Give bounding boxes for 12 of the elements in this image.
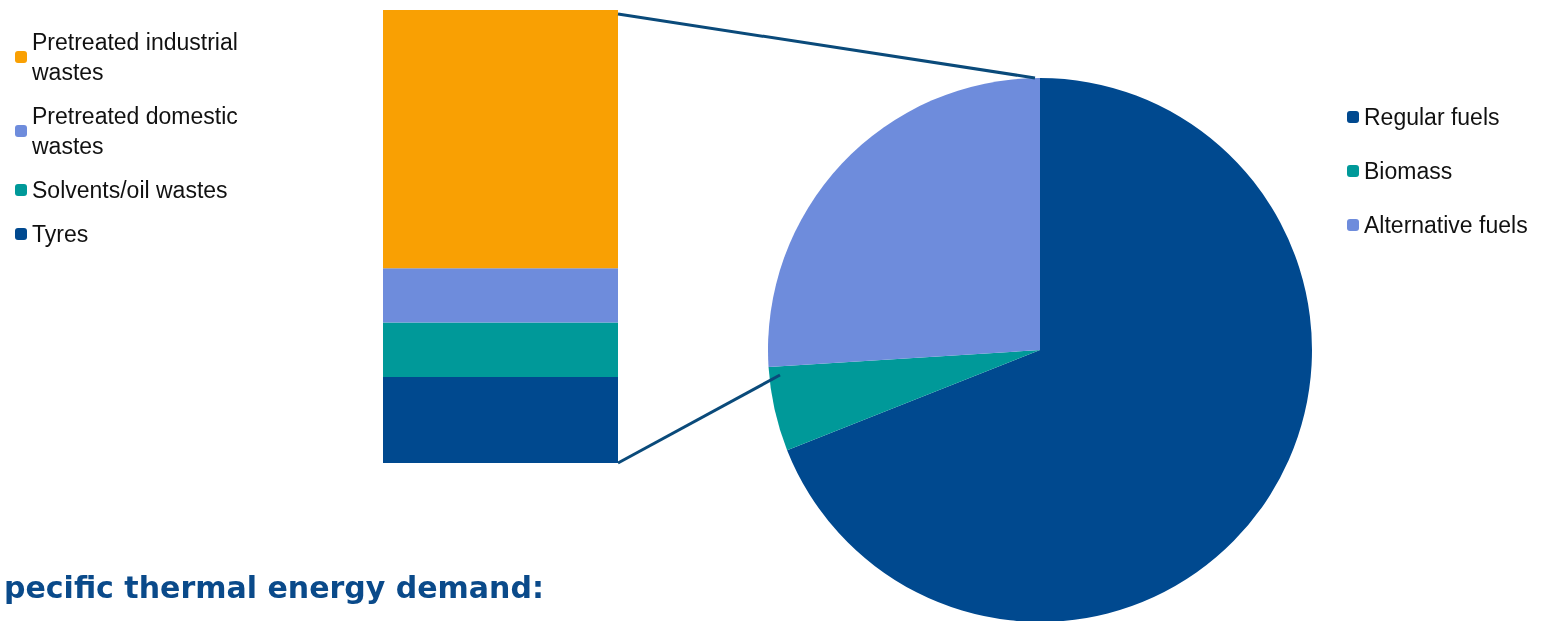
legend-label: Alternative fuels bbox=[1364, 212, 1528, 238]
bar bbox=[383, 268, 618, 323]
bar bbox=[383, 10, 618, 269]
bar bbox=[383, 376, 618, 463]
legend-label: Pretreated domestic wastes bbox=[31, 103, 245, 159]
bar bbox=[383, 322, 618, 377]
legend-label: Regular fuels bbox=[1364, 104, 1500, 130]
legend-label: Pretreated industrial wastes bbox=[31, 29, 245, 85]
text: pecific thermal energy demand: bbox=[4, 570, 544, 605]
legend-label: Biomass bbox=[1364, 158, 1453, 184]
legend-label: Solvents/oil wastes bbox=[32, 177, 228, 203]
legend-label: Tyres bbox=[32, 221, 89, 247]
